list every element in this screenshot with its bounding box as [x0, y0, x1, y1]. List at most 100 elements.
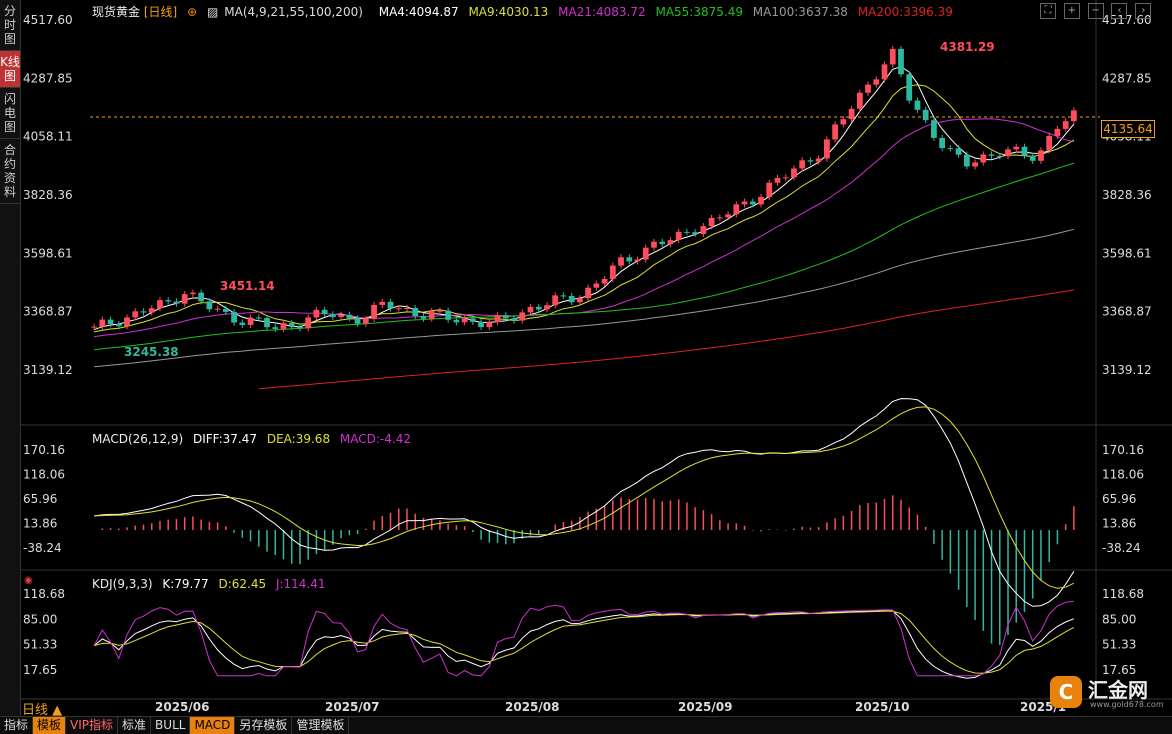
candle-body [99, 319, 106, 327]
fullscreen-icon[interactable]: ⛶ [1040, 3, 1056, 19]
candle-body [840, 119, 847, 125]
macd-button[interactable]: MACD [190, 717, 236, 734]
candle-body [371, 304, 377, 319]
candle-body [445, 310, 452, 320]
symbol-name: 现货黄金 [92, 5, 141, 19]
x-axis-label: 2025/10 [855, 700, 909, 714]
candle-body [733, 204, 740, 215]
period-selector[interactable]: 日线 ▲ [22, 703, 63, 718]
candle-body [198, 292, 205, 302]
candle-body [741, 201, 748, 205]
settings-icon[interactable]: ⊕ [187, 5, 198, 19]
candle-body [972, 162, 978, 167]
candle-body [560, 295, 567, 297]
candle-body [478, 321, 484, 328]
candle-body [766, 182, 773, 197]
candle-body [749, 201, 756, 205]
candle-body [832, 124, 838, 140]
candle-body [955, 148, 962, 155]
template-button[interactable]: 模板 [33, 717, 67, 734]
candle-body [988, 154, 995, 156]
kdj-settings-icon[interactable]: ◉ [24, 575, 33, 586]
ma55-line [94, 162, 1075, 351]
mid-annotation: 3451.14 [220, 279, 275, 293]
candle-body [346, 314, 353, 319]
zoom-out-icon[interactable]: − [1087, 3, 1104, 19]
candle-body [700, 226, 707, 234]
candle-body [264, 318, 270, 328]
legend-ma200: MA200:3396.39 [857, 5, 953, 19]
macd-legend: MACD(26,12,9) DIFF:37.47 DEA:39.68 MACD:… [92, 432, 417, 446]
candle-body [305, 317, 312, 329]
save-template-button[interactable]: 另存模板 [235, 717, 293, 734]
vip-indicator-button[interactable]: VIP指标 [66, 717, 119, 734]
candle-body [469, 318, 476, 322]
brand-url: www.gold678.com [1090, 700, 1164, 709]
brand-watermark: C 汇金网 www.gold678.com [1050, 674, 1172, 714]
kdj-axis-label-left: 85.00 [23, 612, 57, 626]
bottom-toolbar: 指标 模板 VIP指标 标准 BULL MACD 另存模板 管理模板 [0, 716, 1172, 734]
candle-body [881, 64, 888, 80]
candle-body [354, 318, 361, 324]
standard-button[interactable]: 标准 [118, 717, 152, 734]
brand-name: 汇金网 [1088, 678, 1148, 702]
price-axis-label: 3828.36 [1102, 188, 1152, 202]
macd-value: MACD:-4.42 [339, 432, 411, 446]
candle-body [527, 306, 534, 313]
macd-axis-label-left: 13.86 [23, 517, 57, 531]
candle-body [980, 154, 987, 163]
candle-body [140, 311, 147, 313]
macd-axis-label: 170.16 [1102, 443, 1144, 457]
candle-body [461, 318, 468, 323]
macd-axis-label: 118.06 [1102, 468, 1144, 482]
price-axis-label-left: 3139.12 [23, 363, 73, 377]
candle-body [1021, 146, 1028, 156]
macd-axis-label: 65.96 [1102, 492, 1136, 506]
kdj-d: D:62.45 [218, 577, 267, 591]
candle-body [412, 307, 419, 317]
legend-ma9: MA9:4030.13 [468, 5, 549, 19]
candle-body [280, 323, 287, 329]
x-axis-label: 2025/09 [678, 700, 732, 714]
tab-flash[interactable]: 闪电图 [0, 88, 20, 139]
candle-body [247, 317, 254, 325]
candle-body [494, 315, 501, 323]
scroll-right-icon[interactable]: › [1135, 3, 1152, 19]
price-axis-label-left: 3828.36 [23, 188, 73, 202]
candle-body [675, 231, 682, 241]
kline-chart[interactable]: 4517.604517.604287.854287.854058.114058.… [20, 0, 1172, 716]
candle-body [626, 257, 633, 262]
price-axis-label-left: 4517.60 [23, 13, 73, 27]
candle-body [124, 317, 130, 327]
tab-kline[interactable]: K线图 [0, 51, 20, 88]
zoom-in-icon[interactable]: + [1063, 3, 1080, 19]
candle-body [222, 308, 229, 312]
indicator-button[interactable]: 指标 [0, 717, 34, 734]
low-annotation: 3245.38 [124, 345, 179, 359]
candle-body [190, 292, 196, 295]
tab-contract-info[interactable]: 合约资料 [0, 139, 20, 204]
kdj-axis-label: 17.65 [1102, 663, 1136, 677]
tab-timeshare[interactable]: 分时图 [0, 0, 20, 51]
candle-body [568, 295, 575, 303]
price-axis-label: 3139.12 [1102, 363, 1152, 377]
candle-body [1071, 110, 1077, 122]
manage-template-button[interactable]: 管理模板 [292, 717, 350, 734]
kdj-axis-label-left: 51.33 [23, 638, 57, 652]
ma-chart-icon: ▨ [206, 5, 219, 19]
candle-body [634, 259, 641, 262]
candle-body [1038, 150, 1044, 161]
candle-body [807, 160, 814, 162]
macd-dea: DEA:39.68 [266, 432, 331, 446]
candle-body [206, 301, 213, 310]
candle-body [963, 154, 970, 167]
bull-button[interactable]: BULL [151, 717, 191, 734]
candle-body [898, 48, 904, 75]
left-tab-bar: 分时图 K线图 闪电图 合约资料 [0, 0, 21, 733]
candle-body [618, 257, 624, 266]
candle-body [1054, 128, 1061, 136]
scroll-left-icon[interactable]: ‹ [1111, 3, 1128, 19]
candle-body [758, 196, 764, 205]
kdj-j-line [93, 600, 1074, 677]
candle-body [107, 319, 114, 324]
